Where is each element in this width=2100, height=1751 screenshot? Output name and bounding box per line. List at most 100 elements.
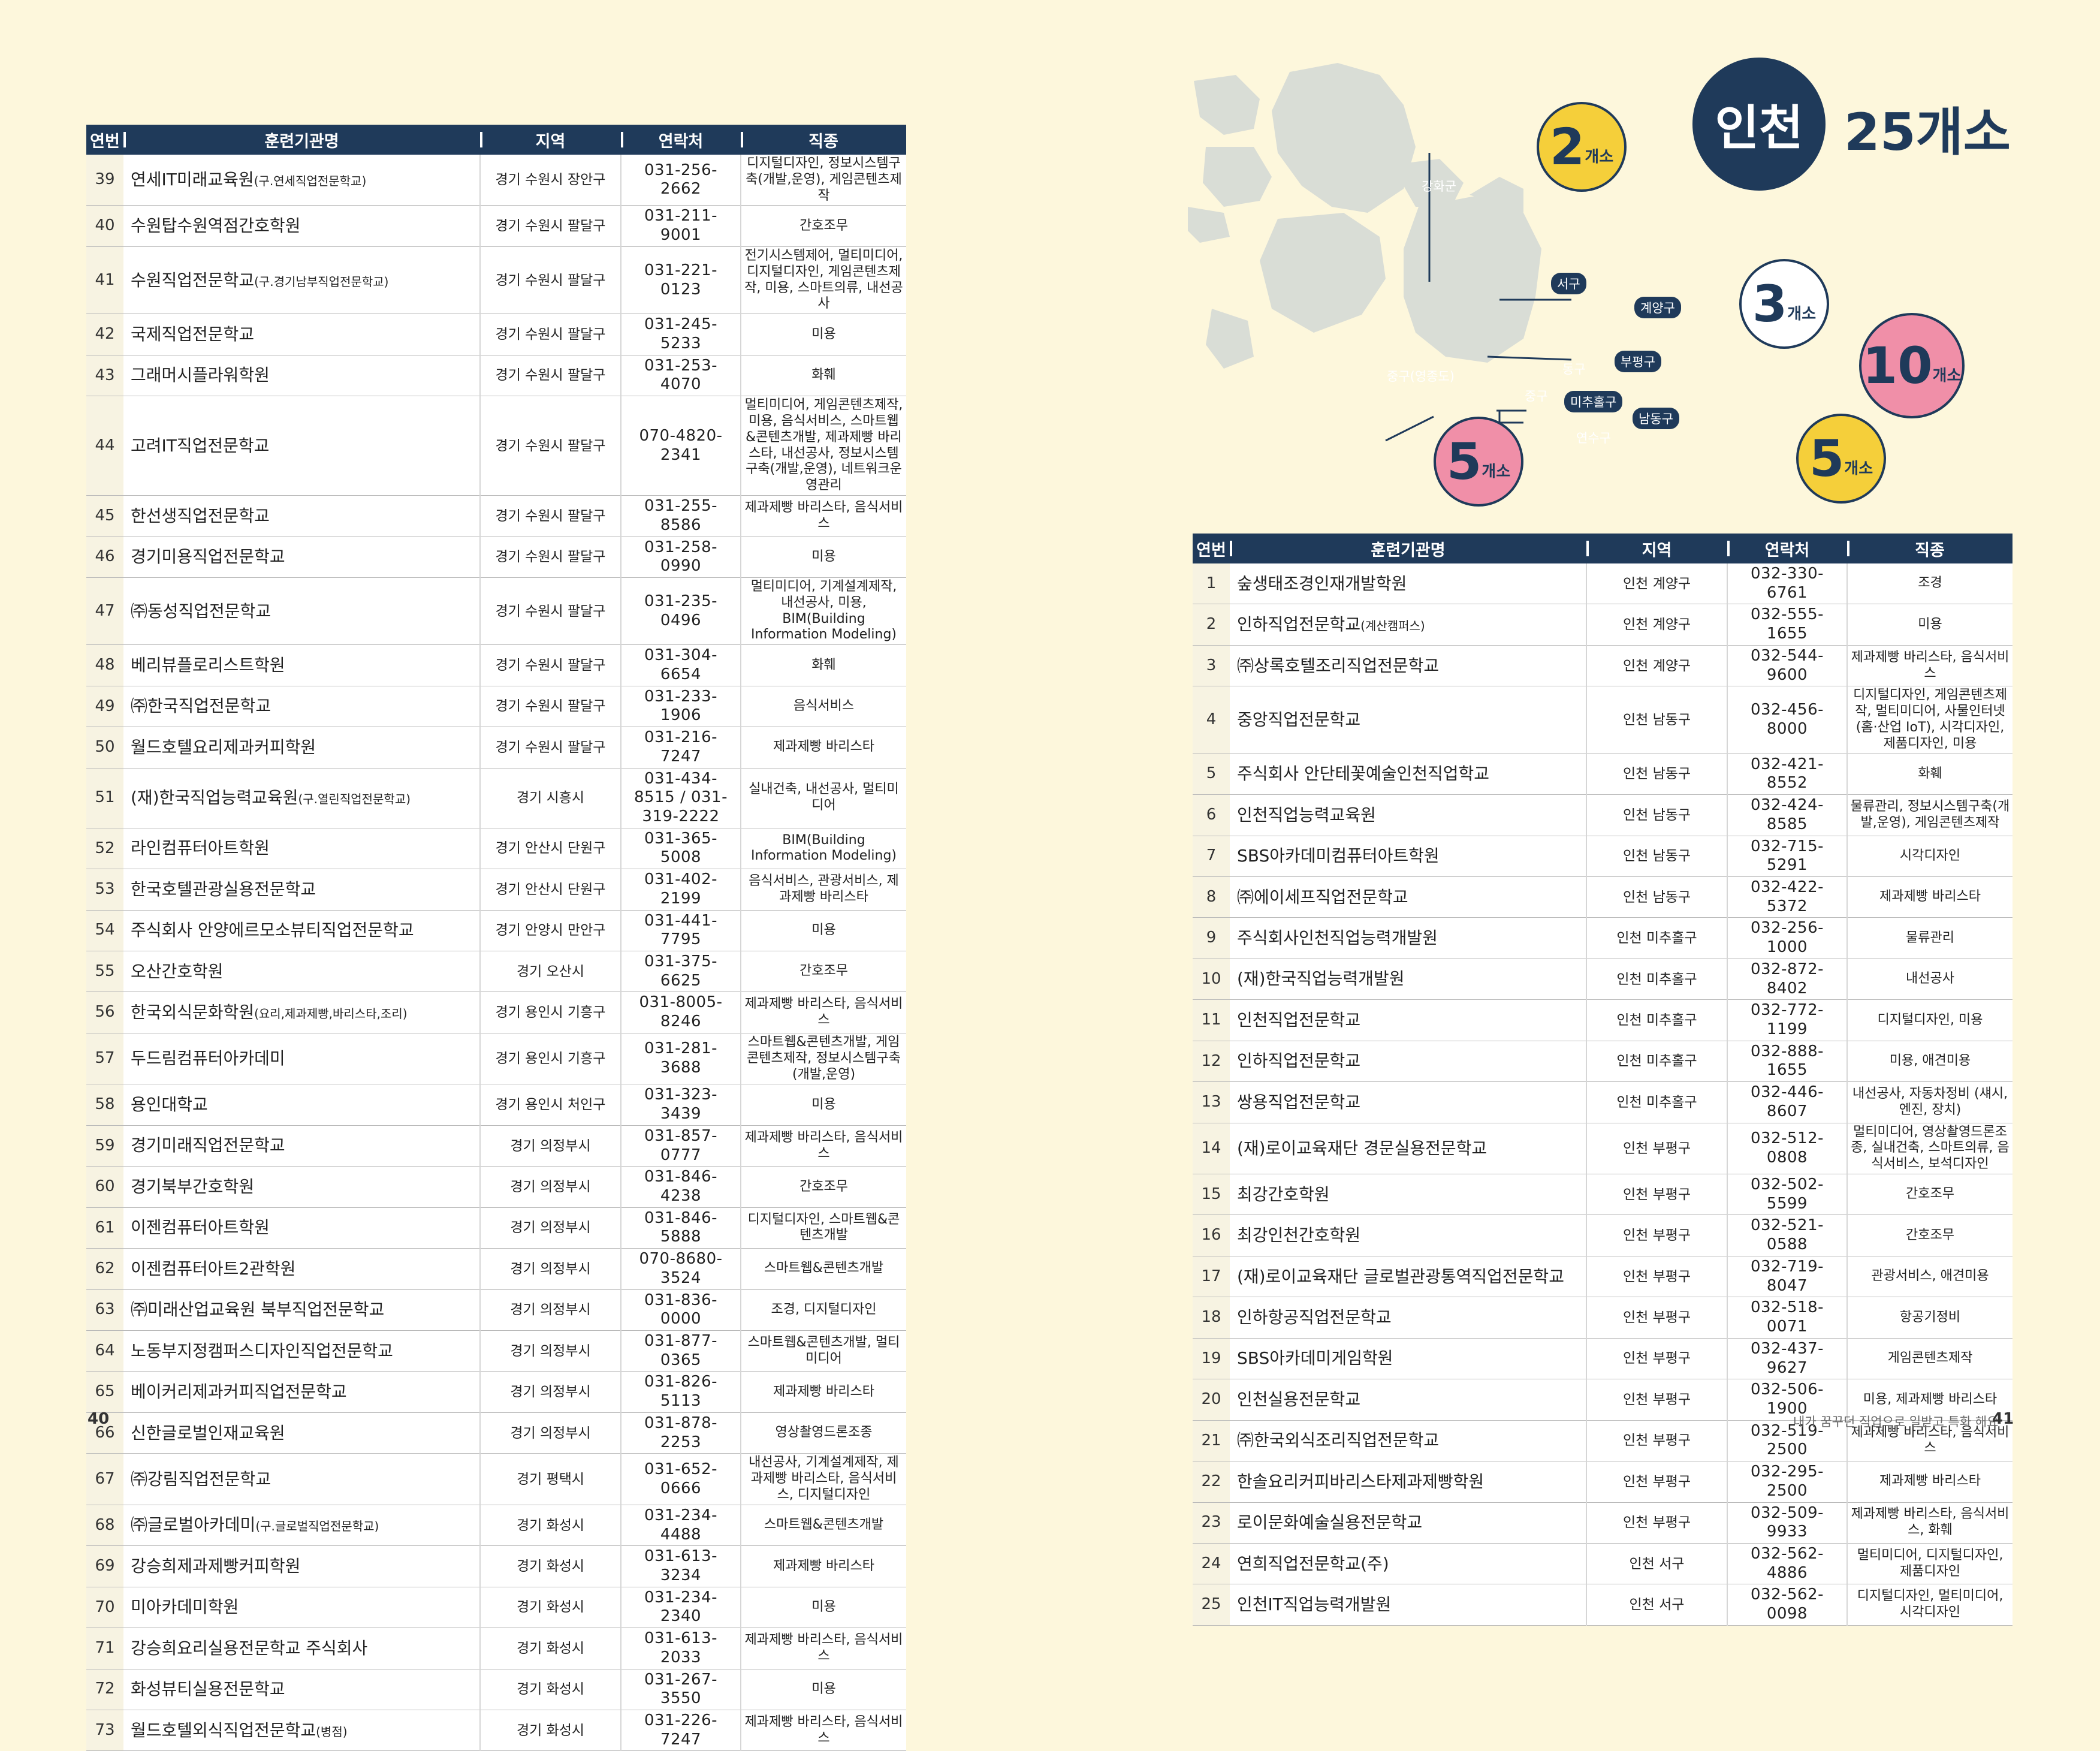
job-field: 디지털디자인, 스마트웹&콘텐츠개발 — [741, 1207, 906, 1249]
phone: 032-519-2500 — [1727, 1420, 1848, 1462]
phone: 031-613-3234 — [621, 1545, 741, 1587]
row-number: 19 — [1193, 1338, 1230, 1380]
row-number: 68 — [86, 1505, 123, 1547]
institution-name-text: 최강인천간호학원 — [1237, 1225, 1361, 1246]
region: 인천 서구 — [1586, 1543, 1728, 1585]
region: 경기 화성시 — [480, 1505, 621, 1547]
institution-name: 인천IT직업능력개발원 — [1230, 1584, 1587, 1626]
district-tag-gyeyang: 계양구 — [1634, 297, 1681, 318]
row-number: 21 — [1193, 1420, 1230, 1462]
region: 인천 부평구 — [1586, 1420, 1728, 1462]
table-row: 7 SBS아카데미컴퓨터아트학원 인천 남동구 032-715-5291 시각디자인 — [1193, 836, 2012, 877]
table-row: 46 경기미용직업전문학교 경기 수원시 팔달구 031-258-0990 미용 — [86, 537, 906, 578]
phone: 031-234-4488 — [621, 1505, 741, 1547]
left-page: 연번 훈련기관명 지역 연락처 직종 39 연세IT미래교육원(구.연세직업전문학… — [0, 0, 1050, 1751]
row-number: 58 — [86, 1084, 123, 1126]
table-row: 4 중앙직업전문학교 인천 남동구 032-456-8000 디지털디자인, 게임콘텐츠… — [1193, 686, 2012, 754]
institution-name-text: 두드림컴퓨터아카데미 — [131, 1048, 285, 1069]
row-number: 66 — [86, 1412, 123, 1454]
institution-name: ㈜글로벌아카데미(구.글로벌직업전문학교) — [123, 1505, 481, 1547]
table-row: 65 베이커리제과커피직업전문학교 경기 의정부시 031-826-5113 제과제빵 … — [86, 1371, 906, 1413]
institution-name-note: (요리,제과제빵,바리스타,조리) — [254, 1006, 408, 1021]
table-row: 40 수원탑수원역점간호학원 경기 수원시 팔달구 031-211-9001 간호조무 — [86, 205, 906, 247]
phone: 031-323-3439 — [621, 1084, 741, 1126]
institution-name: 경기북부간호학원 — [123, 1166, 481, 1208]
job-field: 제과제빵 바리스타, 음식서비스 — [741, 1628, 906, 1669]
institution-name: (재)로이교육재단 경문실용전문학교 — [1230, 1123, 1587, 1175]
job-field: 내선공사, 자동차정비 (섀시, 엔진, 장치) — [1847, 1081, 2012, 1123]
phone: 031-8005-8246 — [621, 991, 741, 1033]
region: 경기 화성시 — [480, 1628, 621, 1669]
institution-name: 연세IT미래교육원(구.연세직업전문학교) — [123, 155, 481, 206]
institution-name: 월드호텔외식직업전문학교(병점) — [123, 1710, 481, 1751]
institution-name-text: 숲생태조경인재개발학원 — [1237, 573, 1407, 593]
phone: 032-518-0071 — [1727, 1297, 1848, 1339]
job-field: 디지털디자인, 정보시스템구축(개발,운영), 게임콘텐츠제작 — [741, 155, 906, 206]
job-field: 제과제빵 바리스타 — [1847, 876, 2012, 918]
job-field: 제과제빵 바리스타 — [741, 1545, 906, 1587]
table-row: 50 월드호텔요리제과커피학원 경기 수원시 팔달구 031-216-7247 제과제빵… — [86, 727, 906, 768]
header-job: 직종 — [1847, 534, 2012, 563]
institution-name-text: 인천직업능력교육원 — [1237, 804, 1376, 825]
district-tag-bupyeong: 부평구 — [1615, 351, 1661, 372]
job-field: 디지털디자인, 게임콘텐츠제작, 멀티미디어, 사물인터넷(홈·산업 IoT),… — [1847, 686, 2012, 754]
institution-name-text: 경기북부간호학원 — [131, 1176, 255, 1197]
phone: 032-456-8000 — [1727, 686, 1848, 754]
job-field: 제과제빵 바리스타, 음식서비스 — [741, 495, 906, 537]
institution-name-text: 오산간호학원 — [131, 961, 224, 981]
count-bubble-gyeyang: 3 개소 — [1739, 259, 1829, 349]
institution-name-text: 경기미래직업전문학교 — [131, 1135, 285, 1156]
row-number: 13 — [1193, 1081, 1230, 1123]
page-footer-text: 내가 꿈꾸던 직업으로 일받고 특화 해요 — [1793, 1415, 1999, 1429]
institution-name-text: 연세IT미래교육원 — [131, 170, 254, 190]
table-row: 8 ㈜에이세프직업전문학교 인천 남동구 032-422-5372 제과제빵 바리스타 — [1193, 876, 2012, 918]
region: 경기 의정부시 — [480, 1330, 621, 1372]
institution-name-text: 강승희제과제빵커피학원 — [131, 1556, 301, 1576]
row-number: 39 — [86, 155, 123, 206]
job-field: 디지털디자인, 미용 — [1847, 999, 2012, 1041]
row-number: 48 — [86, 644, 123, 686]
job-field: 스마트웹&콘텐츠개발 — [741, 1505, 906, 1547]
header-name: 훈련기관명 — [1230, 534, 1586, 563]
phone: 031-255-8586 — [621, 495, 741, 537]
institution-name: 이젠컴퓨터아트학원 — [123, 1207, 481, 1249]
region: 인천 남동구 — [1586, 794, 1728, 836]
row-number: 65 — [86, 1371, 123, 1413]
institution-name-note: (구.연세직업전문학교) — [254, 174, 367, 189]
table-row: 6 인천직업능력교육원 인천 남동구 032-424-8585 물류관리, 정보시스템구… — [1193, 794, 2012, 836]
phone: 031-613-2033 — [621, 1628, 741, 1669]
institution-name: 베이커리제과커피직업전문학교 — [123, 1371, 481, 1413]
row-number: 52 — [86, 828, 123, 870]
phone: 031-221-0123 — [621, 246, 741, 315]
institution-name-text: 로이문화예술실용전문학교 — [1237, 1512, 1423, 1533]
region: 인천 계양구 — [1586, 604, 1728, 646]
header-region: 지역 — [480, 125, 621, 155]
row-number: 16 — [1193, 1214, 1230, 1256]
institution-name: 경기미용직업전문학교 — [123, 537, 481, 578]
region: 인천 남동구 — [1586, 686, 1728, 754]
institution-name: 오산간호학원 — [123, 951, 481, 993]
table-row: 25 인천IT직업능력개발원 인천 서구 032-562-0098 디지털디자인, 멀티… — [1193, 1584, 2012, 1626]
region: 경기 안산시 단원구 — [480, 828, 621, 870]
header-name: 훈련기관명 — [123, 125, 480, 155]
title-count: 25개소 — [1844, 103, 2011, 162]
job-field: 내선공사 — [1847, 959, 2012, 1000]
region: 경기 수원시 팔달구 — [480, 686, 621, 728]
institution-name: ㈜한국직업전문학교 — [123, 686, 481, 728]
institution-name: 인하항공직업전문학교 — [1230, 1297, 1587, 1339]
region: 인천 남동구 — [1586, 836, 1728, 877]
job-field: 제과제빵 바리스타, 음식서비스 — [741, 1710, 906, 1751]
phone: 032-562-0098 — [1727, 1584, 1848, 1626]
region: 인천 미추홀구 — [1586, 917, 1728, 959]
job-field: 미용 — [1847, 604, 2012, 646]
phone: 031-434-8515 / 031-319-2222 — [621, 768, 741, 828]
table-row: 23 로이문화예술실용전문학교 인천 부평구 032-509-9933 제과제빵 바리스… — [1193, 1502, 2012, 1544]
row-number: 59 — [86, 1125, 123, 1167]
region: 경기 수원시 팔달구 — [480, 577, 621, 646]
header-phone: 연락처 — [1727, 534, 1847, 563]
table-row: 39 연세IT미래교육원(구.연세직업전문학교) 경기 수원시 장안구 031-256… — [86, 155, 906, 206]
institution-name: 수원탑수원역점간호학원 — [123, 205, 481, 247]
map-land — [1188, 63, 1541, 369]
district-tag-seo: 서구 — [1551, 273, 1586, 294]
table-row: 58 용인대학교 경기 용인시 처인구 031-323-3439 미용 — [86, 1084, 906, 1126]
